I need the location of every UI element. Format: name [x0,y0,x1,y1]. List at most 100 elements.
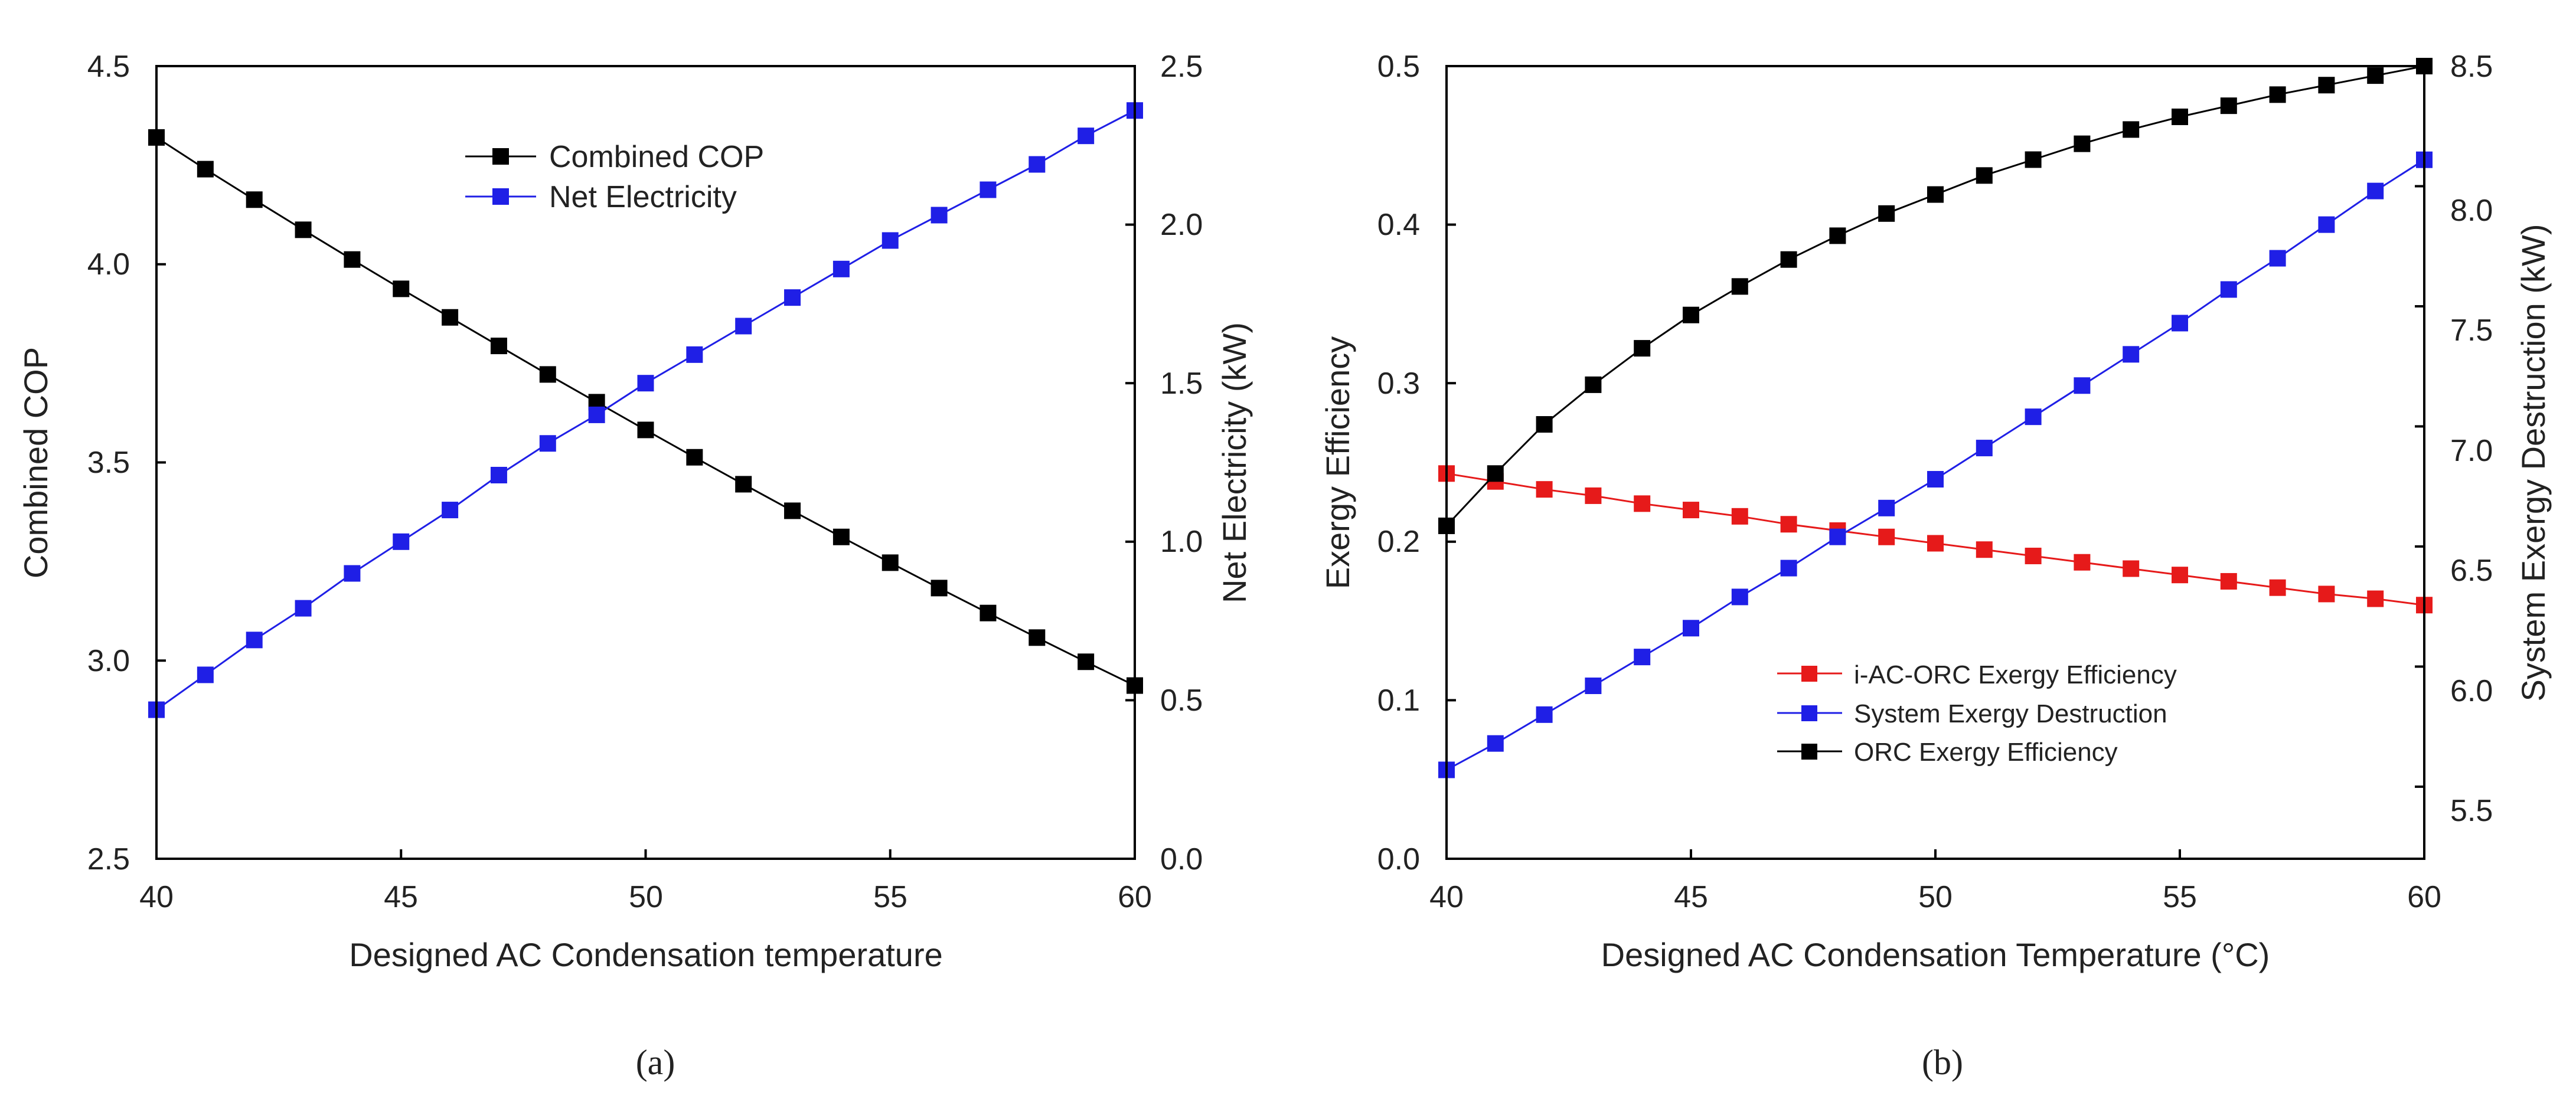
panel-b-point-orc-exergy-efficiency [2318,77,2335,94]
panel-a-point-net-electricity [881,232,899,249]
panel-a-point-net-electricity [295,600,312,617]
panel-a-point-net-electricity [735,318,752,335]
panel-a-ytick-right-label: 0.0 [1160,842,1203,876]
panel-b-point-system-exergy-destruction [1927,470,1944,488]
panel-b-ytick-right-label: 5.5 [2450,794,2493,828]
panel-b-point-i-ac-orc-exergy-efficiency [2220,573,2237,590]
panel-b-point-i-ac-orc-exergy-efficiency [2123,560,2140,577]
panel-a-ytick-right-label: 2.0 [1160,208,1203,242]
panel-a-point-net-electricity [393,533,410,550]
panel-a-point-combined-cop [393,280,410,297]
panel-a-series-layer [148,102,1143,718]
panel-b-point-orc-exergy-efficiency [1731,278,1748,295]
panel-a-legend-label-combined-cop: Combined COP [549,140,764,174]
panel-b-point-orc-exergy-efficiency [1976,167,1993,184]
panel-a-point-combined-cop [442,309,459,326]
panel-a-legend-marker-combined-cop [492,148,509,165]
panel-b-point-orc-exergy-efficiency [2172,108,2188,125]
panel-b-point-system-exergy-destruction [2269,250,2286,267]
panel-a-legend-entry-net-electricity: Net Electricity [465,180,737,214]
panel-b-xtick-label: 50 [1918,880,1953,914]
panel-b-point-system-exergy-destruction [1829,528,1846,545]
panel-a-legend: Combined COP Net Electricity [465,140,764,214]
panel-a-x-axis-title: Designed AC Condensation temperature [349,936,943,973]
panel-b-legend-label-system-exergy-destruction: System Exergy Destruction [1854,699,2167,728]
panel-a-point-net-electricity [1078,127,1095,145]
panel-b-point-i-ac-orc-exergy-efficiency [1976,541,1993,558]
panel-b-point-i-ac-orc-exergy-efficiency [2367,590,2384,607]
panel-a-xtick-label: 55 [873,880,907,914]
panel-b-ytick-label: 0.3 [1377,367,1420,401]
panel-b-ytick-right-label: 8.0 [2450,194,2493,228]
panel-b-point-system-exergy-destruction [2318,216,2335,233]
panel-b-legend-entry-iac-orc-exergy-efficiency: i-AC-ORC Exergy Efficiency [1777,660,2177,689]
panel-a-ytick-label: 4.0 [87,247,130,282]
panel-a-caption: (a) [636,1043,675,1082]
panel-b-x-axis-title: Designed AC Condensation Temperature (°C… [1601,936,2270,973]
panel-b-point-i-ac-orc-exergy-efficiency [1683,502,1699,519]
panel-b-point-system-exergy-destruction [2025,408,2042,426]
panel-b-xtick-label: 60 [2407,880,2441,914]
panel-b-legend-marker-system-exergy-destruction [1801,705,1817,721]
panel-a-ytick-label: 2.5 [87,842,130,876]
panel-a-point-combined-cop [197,161,214,178]
panel-b-point-i-ac-orc-exergy-efficiency [2172,567,2188,584]
panel-a-point-net-electricity [539,435,556,452]
panel-b-point-i-ac-orc-exergy-efficiency [1536,481,1553,498]
panel-a-point-combined-cop [295,221,312,238]
panel-a-point-combined-cop [881,554,899,571]
panel-b-point-system-exergy-destruction [1780,560,1797,577]
panel-b-xtick-label: 45 [1674,880,1708,914]
panel-a-y-axis-title: Combined COP [17,347,54,578]
panel-a-point-combined-cop [1078,653,1095,670]
panel-a-point-combined-cop [832,528,850,545]
panel-b-ytick-right-label: 7.5 [2450,313,2493,348]
panel-b-point-i-ac-orc-exergy-efficiency [1927,535,1944,552]
panel-b-xtick-label: 55 [2163,880,2197,914]
panel-b-point-system-exergy-destruction [2123,346,2140,363]
panel-a-point-combined-cop [490,338,507,355]
panel-b-point-system-exergy-destruction [2074,377,2091,394]
panel-b-point-i-ac-orc-exergy-efficiency [2269,579,2286,596]
panel-a-xtick-label: 40 [139,880,174,914]
panel-b-chart: 40 45 50 55 60 0.0 0.1 0.2 0.3 0.4 0.5 5… [1319,50,2552,1082]
panel-b-legend: i-AC-ORC Exergy Efficiency System Exergy… [1777,660,2177,767]
panel-a-point-combined-cop [344,251,361,268]
panel-a-point-net-electricity [637,375,654,392]
panel-a-point-net-electricity [344,565,361,582]
panel-a-point-combined-cop [246,191,263,208]
panel-b-legend-marker-iac-orc-exergy-efficiency [1801,666,1817,682]
panel-b-point-orc-exergy-efficiency [1780,251,1797,268]
panel-a-point-combined-cop [539,366,556,383]
panel-b-ytick-label: 0.1 [1377,683,1420,718]
panel-a-point-combined-cop [686,449,703,466]
panel-a-point-net-electricity [588,406,605,423]
panel-b-point-orc-exergy-efficiency [2123,121,2140,138]
panel-b-point-orc-exergy-efficiency [1634,340,1651,357]
panel-b-point-system-exergy-destruction [2172,315,2188,332]
panel-a-point-combined-cop [784,502,801,519]
panel-a-point-net-electricity [980,181,997,198]
panel-b-ytick-label: 0.0 [1377,842,1420,876]
panel-b-series-layer [1438,58,2433,778]
panel-b-ytick-right-label: 6.0 [2450,674,2493,708]
panel-b-point-orc-exergy-efficiency [2025,151,2042,168]
panel-a-point-combined-cop [1029,629,1046,646]
panel-b-point-orc-exergy-efficiency [1878,205,1895,222]
panel-b-series-line-orc-exergy-efficiency [1445,65,2425,526]
panel-b-point-i-ac-orc-exergy-efficiency [1585,487,1602,504]
panel-b-legend-entry-system-exergy-destruction: System Exergy Destruction [1777,699,2167,728]
panel-b-point-system-exergy-destruction [2367,182,2384,199]
panel-b-ytick-label: 0.2 [1377,525,1420,559]
panel-a-point-net-electricity [442,502,459,519]
panel-a-ytick-right-label: 0.5 [1160,683,1203,718]
panel-b-point-system-exergy-destruction [1487,735,1504,752]
panel-a-xtick-label: 45 [384,880,418,914]
panel-b-point-system-exergy-destruction [1585,677,1602,694]
panel-a-point-net-electricity [490,466,507,483]
panel-b-legend-label-orc-exergy-efficiency: ORC Exergy Efficiency [1854,738,2118,767]
panel-b-point-orc-exergy-efficiency [2220,97,2237,115]
panel-b-point-i-ac-orc-exergy-efficiency [2025,547,2042,564]
panel-a-point-net-electricity [246,632,263,649]
panel-a-point-net-electricity [832,260,850,277]
